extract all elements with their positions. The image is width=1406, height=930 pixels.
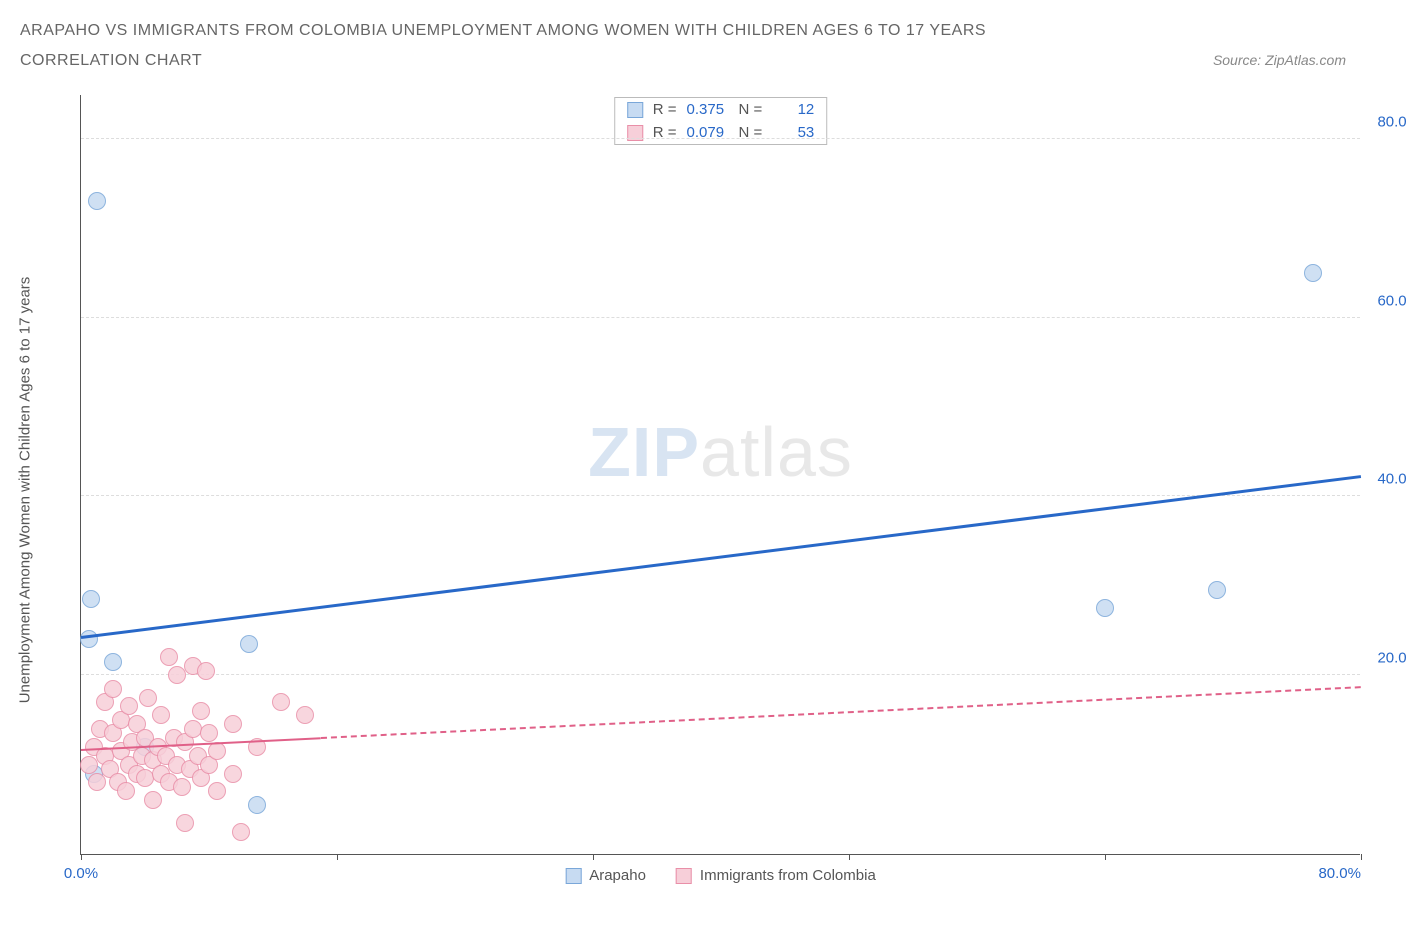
data-point: [248, 796, 266, 814]
grid-line: [81, 495, 1360, 496]
data-point: [200, 724, 218, 742]
data-point: [82, 590, 100, 608]
data-point: [120, 697, 138, 715]
r-value: 0.375: [687, 101, 729, 118]
data-point: [1304, 264, 1322, 282]
series-legend: Arapaho Immigrants from Colombia: [565, 867, 876, 884]
data-point: [296, 706, 314, 724]
data-point: [192, 702, 210, 720]
legend-swatch: [627, 102, 643, 118]
x-tick: [1361, 854, 1362, 860]
y-tick-label: 40.0%: [1365, 471, 1406, 488]
stats-row: R = 0.375 N = 12: [615, 98, 827, 121]
y-tick-label: 20.0%: [1365, 650, 1406, 667]
data-point: [80, 756, 98, 774]
data-point: [104, 680, 122, 698]
data-point: [272, 693, 290, 711]
legend-swatch: [676, 868, 692, 884]
watermark-zip: ZIP: [588, 413, 700, 491]
y-tick-label: 60.0%: [1365, 292, 1406, 309]
data-point: [104, 653, 122, 671]
data-point: [197, 662, 215, 680]
data-point: [240, 635, 258, 653]
y-tick-label: 80.0%: [1365, 113, 1406, 130]
watermark-atlas: atlas: [700, 413, 853, 491]
n-label: N =: [739, 101, 763, 118]
data-point: [139, 689, 157, 707]
legend-item: Arapaho: [565, 867, 646, 884]
stats-row: R =0.079N =53: [615, 121, 827, 144]
legend-item: Immigrants from Colombia: [676, 867, 876, 884]
y-axis-label: Unemployment Among Women with Children A…: [17, 277, 34, 704]
data-point: [168, 666, 186, 684]
x-tick-label: 80.0%: [1318, 865, 1361, 882]
data-point: [208, 782, 226, 800]
data-point: [117, 782, 135, 800]
x-tick: [1105, 854, 1106, 860]
scatter-plot: ZIPatlas R =0.375N =12R =0.079N =53 Arap…: [80, 95, 1360, 855]
x-tick: [849, 854, 850, 860]
chart-header: ARAPAHO VS IMMIGRANTS FROM COLOMBIA UNEM…: [0, 0, 1406, 70]
x-tick: [337, 854, 338, 860]
trend-line-extrapolated: [321, 687, 1361, 740]
watermark: ZIPatlas: [588, 412, 853, 492]
grid-line: [81, 138, 1360, 139]
data-point: [173, 778, 191, 796]
data-point: [224, 765, 242, 783]
x-tick: [81, 854, 82, 860]
grid-line: [81, 674, 1360, 675]
data-point: [88, 192, 106, 210]
data-point: [1096, 599, 1114, 617]
legend-label: Immigrants from Colombia: [700, 867, 876, 884]
x-tick-label: 0.0%: [64, 865, 98, 882]
data-point: [208, 742, 226, 760]
legend-swatch: [565, 868, 581, 884]
data-point: [160, 648, 178, 666]
data-point: [1208, 581, 1226, 599]
r-label: R =: [653, 101, 677, 118]
n-value: 12: [772, 101, 814, 118]
chart-area: Unemployment Among Women with Children A…: [55, 95, 1380, 885]
data-point: [176, 814, 194, 832]
x-tick: [593, 854, 594, 860]
data-point: [224, 715, 242, 733]
grid-line: [81, 317, 1360, 318]
data-point: [232, 823, 250, 841]
subtitle-row: CORRELATION CHART Source: ZipAtlas.com: [20, 52, 1386, 70]
data-point: [152, 706, 170, 724]
trend-line: [81, 475, 1361, 639]
legend-label: Arapaho: [589, 867, 646, 884]
data-point: [144, 791, 162, 809]
source-attribution: Source: ZipAtlas.com: [1213, 52, 1386, 68]
chart-title: ARAPAHO VS IMMIGRANTS FROM COLOMBIA UNEM…: [20, 18, 1386, 44]
chart-subtitle: CORRELATION CHART: [20, 52, 202, 70]
